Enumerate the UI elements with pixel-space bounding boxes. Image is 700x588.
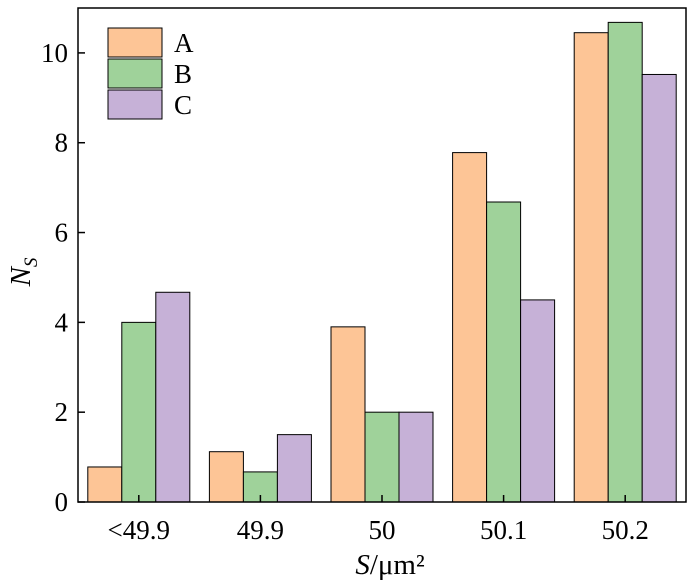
x-tick-label-1: 49.9 (237, 515, 284, 545)
legend-label-C: C (174, 90, 192, 120)
y-tick-label-0: 0 (55, 487, 69, 517)
bar-C-2 (398, 411, 434, 503)
y-tick-label-8: 8 (55, 128, 69, 158)
legend-label-A: A (174, 28, 194, 58)
bar-A-0 (87, 466, 123, 503)
y-tick-label-6: 6 (55, 218, 69, 248)
x-tick-label-3: 50.1 (480, 515, 527, 545)
bar-C-1 (276, 434, 312, 503)
legend-swatch-C (107, 89, 163, 120)
legend-label-B: B (174, 59, 192, 89)
bar-C-4 (641, 73, 677, 503)
y-axis-title: NS (5, 257, 42, 287)
legend-swatch-A (107, 27, 163, 58)
x-tick-label-2: 50 (369, 515, 396, 545)
bar-B-0 (121, 321, 157, 503)
y-tick-label-10: 10 (41, 38, 68, 68)
bar-A-4 (573, 32, 609, 503)
x-tick-label-0: <49.9 (108, 515, 170, 545)
bars-layer (87, 21, 677, 503)
bar-B-3 (486, 201, 522, 503)
bar-B-2 (364, 411, 400, 503)
bar-B-4 (607, 21, 643, 503)
y-tick-label-2: 2 (55, 397, 69, 427)
legend-swatch-B (107, 58, 163, 89)
bar-A-1 (208, 451, 244, 503)
legend: ABC (107, 27, 194, 120)
bar-A-2 (330, 326, 366, 503)
bar-C-0 (155, 291, 191, 503)
y-tick-label-4: 4 (55, 307, 69, 337)
x-tick-label-4: 50.2 (602, 515, 649, 545)
axes-layer: 0 2 4 6 8 10 <49.9 49.9 50 50.1 50.2 (41, 7, 687, 545)
bar-C-3 (520, 299, 556, 503)
x-axis-title: S/μm² (355, 549, 425, 581)
bar-A-3 (452, 152, 488, 503)
